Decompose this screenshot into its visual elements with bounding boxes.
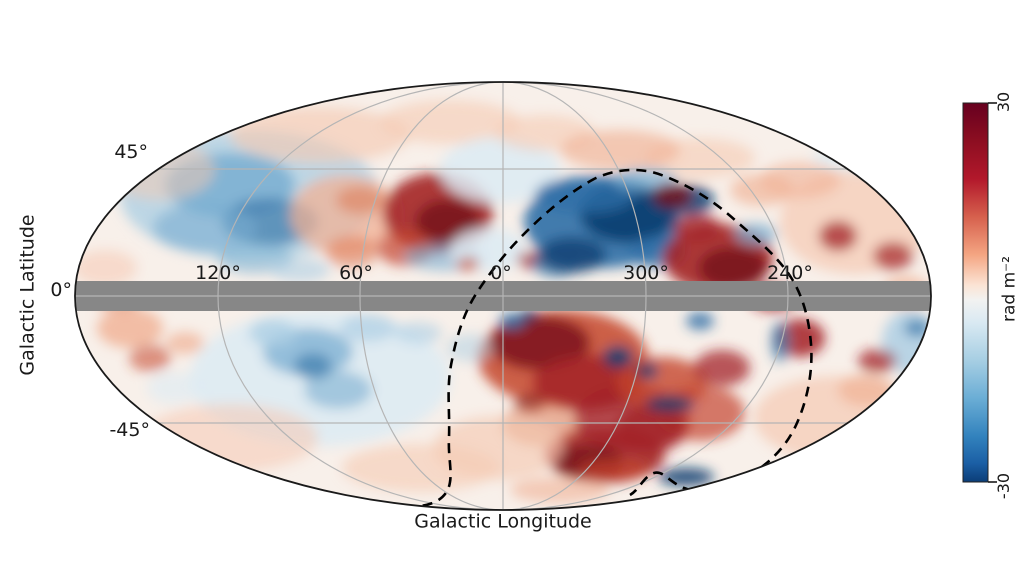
colorbar <box>962 102 997 483</box>
lat-tick-0: 0° <box>50 279 72 301</box>
colorbar-min-label: -30 <box>994 472 1013 500</box>
map-outline <box>74 81 932 511</box>
lon-tick-300: 300° <box>623 262 669 284</box>
lon-tick-120: 120° <box>195 262 241 284</box>
graticule <box>75 82 931 510</box>
lat-tick-45: 45° <box>114 141 148 163</box>
lon-tick-60: 60° <box>339 262 373 284</box>
lat-tick-neg45: -45° <box>109 419 150 441</box>
colorbar-max-label: 30 <box>994 91 1013 113</box>
y-axis-label: Galactic Latitude <box>16 214 39 376</box>
lon-tick-240: 240° <box>767 262 813 284</box>
sky-map <box>75 82 931 510</box>
colorbar-gradient <box>962 102 989 483</box>
colorbar-unit-label: rad m⁻² <box>999 256 1020 322</box>
x-axis-label: Galactic Longitude <box>414 510 592 533</box>
lon-tick-0: 0° <box>490 262 512 284</box>
rm-blobs <box>75 100 931 503</box>
